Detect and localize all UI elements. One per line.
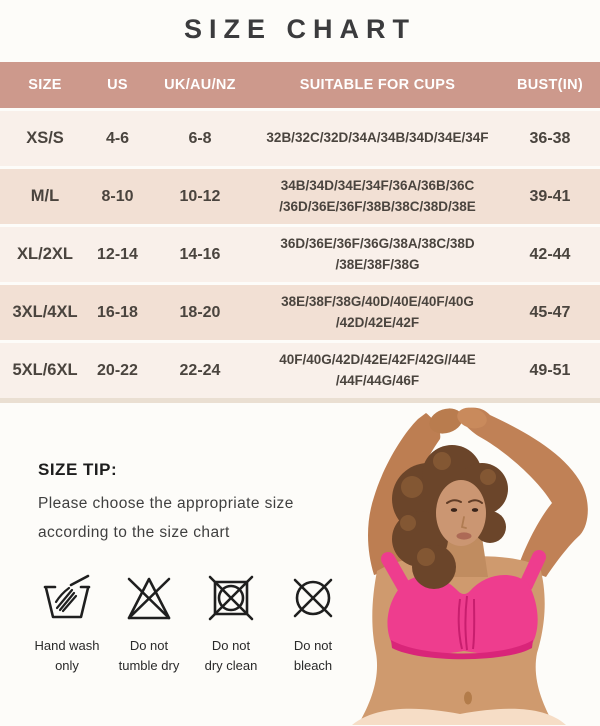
- bust-value: 45-47: [529, 303, 571, 321]
- care-label: Do not dry clean: [204, 638, 258, 673]
- table-row: XS/S 4-6 6-8 32B/32C/32D/34A/34B/34D/34E…: [0, 111, 600, 166]
- size-tip-line: Please choose the appropriate size: [38, 495, 294, 512]
- us-value: 20-22: [97, 361, 138, 379]
- cups-value: 38E/38F/38G/40D/40E/40F/40G /42D/42E/42F: [281, 294, 474, 330]
- model-navel: [464, 691, 472, 705]
- care-item-do-not-dry-clean: Do not dry clean: [190, 572, 272, 675]
- size-tip-section: SIZE TIP: Please choose the appropriate …: [38, 460, 338, 547]
- uk-value: 22-24: [179, 361, 221, 379]
- size-value: XS/S: [26, 129, 64, 147]
- care-item-do-not-tumble-dry: Do not tumble dry: [108, 572, 190, 675]
- column-header-uk-au-nz: UK/AU/NZ: [164, 77, 236, 93]
- uk-value: 6-8: [188, 129, 212, 147]
- size-value: XL/2XL: [17, 245, 73, 263]
- care-label: Do not tumble dry: [118, 638, 180, 673]
- table-header-row: SIZE US UK/AU/NZ SUITABLE FOR CUPS BUST(…: [0, 62, 600, 108]
- table-row: M/L 8-10 10-12 34B/34D/34E/34F/36A/36B/3…: [0, 169, 600, 224]
- hand-wash-icon: [41, 572, 93, 624]
- do-not-dry-clean-icon: [205, 572, 257, 624]
- size-value: 3XL/4XL: [12, 303, 78, 321]
- table-row: 5XL/6XL 20-22 22-24 40F/40G/42D/42E/42F/…: [0, 343, 600, 398]
- cups-value: 36D/36E/36F/36G/38A/38C/38D /38E/38F/38G: [280, 236, 475, 272]
- cups-value: 34B/34D/34E/34F/36A/36B/36C /36D/36E/36F…: [279, 178, 476, 214]
- bust-value: 39-41: [529, 187, 571, 205]
- column-header-cups: SUITABLE FOR CUPS: [299, 77, 456, 93]
- table-row: XL/2XL 12-14 14-16 36D/36E/36F/36G/38A/3…: [0, 227, 600, 282]
- us-value: 4-6: [105, 129, 130, 147]
- uk-value: 14-16: [179, 245, 221, 263]
- uk-value: 10-12: [179, 187, 221, 205]
- size-table: SIZE US UK/AU/NZ SUITABLE FOR CUPS BUST(…: [0, 62, 600, 403]
- page-title: SIZE CHART: [184, 14, 416, 44]
- care-label: Do not bleach: [293, 638, 333, 673]
- size-tip-heading: SIZE TIP:: [38, 460, 118, 479]
- care-label: Hand wash only: [34, 638, 100, 673]
- table-row: 3XL/4XL 16-18 18-20 38E/38F/38G/40D/40E/…: [0, 285, 600, 340]
- do-not-bleach-icon: [287, 572, 339, 624]
- column-header-us: US: [107, 77, 128, 93]
- bust-value: 42-44: [529, 245, 571, 263]
- column-header-bust: BUST(IN): [516, 77, 584, 93]
- us-value: 12-14: [97, 245, 138, 263]
- size-value: 5XL/6XL: [12, 361, 78, 379]
- uk-value: 18-20: [179, 303, 221, 321]
- us-value: 16-18: [97, 303, 138, 321]
- cups-value: 40F/40G/42D/42E/42F/42G//44E /44F/44G/46…: [279, 352, 476, 388]
- us-value: 8-10: [101, 187, 134, 205]
- model-photo: [330, 406, 600, 726]
- size-value: M/L: [30, 187, 60, 205]
- model-face: [436, 480, 486, 546]
- size-tip-line: according to the size chart: [38, 523, 230, 541]
- model-hand: [457, 407, 487, 429]
- care-item-do-not-bleach: Do not bleach: [272, 572, 354, 675]
- column-header-size: SIZE: [28, 77, 62, 93]
- do-not-tumble-dry-icon: [123, 572, 175, 624]
- bust-value: 36-38: [529, 129, 571, 147]
- model-hand: [429, 408, 463, 434]
- model-left-arm: [458, 407, 588, 577]
- care-instructions: Hand wash only Do not tumble dry: [26, 572, 354, 675]
- care-item-hand-wash: Hand wash only: [26, 572, 108, 675]
- table-bottom-border: [0, 398, 600, 403]
- bust-value: 49-51: [529, 361, 571, 379]
- model-bra: [387, 575, 538, 654]
- model-bra-band-shadow: [391, 640, 533, 660]
- model-panties: [352, 708, 566, 725]
- cups-value: 32B/32C/32D/34A/34B/34D/34E/34F: [266, 130, 489, 146]
